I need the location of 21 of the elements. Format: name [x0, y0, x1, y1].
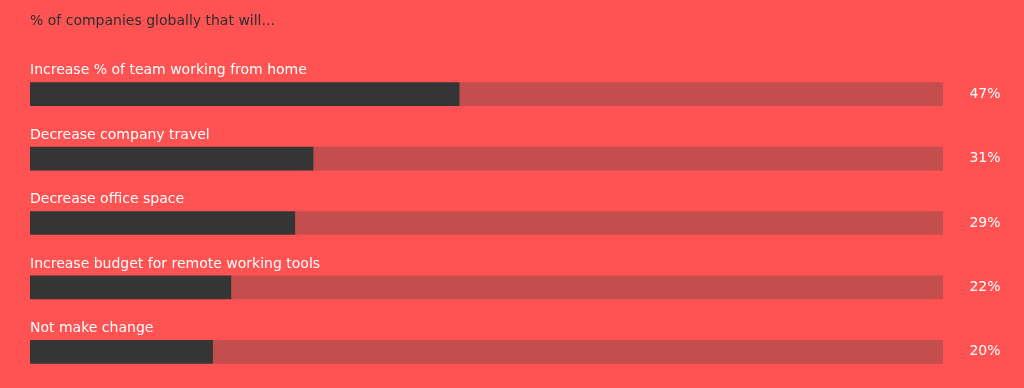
data-label: 20% [969, 342, 1001, 359]
y-tick-label: Decrease office space [30, 190, 185, 207]
y-tick-label: Increase budget for remote working tools [30, 254, 321, 271]
bar [30, 146, 314, 171]
y-tick-label: Not make change [30, 318, 154, 335]
bar [230, 275, 943, 300]
bar [30, 82, 460, 107]
bar [312, 146, 943, 171]
y-tick-label: Decrease company travel [30, 125, 210, 142]
data-label: 29% [969, 213, 1001, 230]
bar [294, 211, 943, 235]
bar [212, 339, 943, 364]
data-label: 31% [969, 149, 1001, 166]
data-label: 22% [969, 278, 1001, 295]
y-tick-label: Increase % of team working from home [30, 61, 307, 78]
bar [30, 275, 232, 300]
bar [30, 211, 296, 235]
data-label: 47% [969, 84, 1001, 101]
bar [458, 82, 943, 107]
chart-title: % of companies globally that will... [30, 12, 275, 28]
bar [30, 339, 213, 364]
